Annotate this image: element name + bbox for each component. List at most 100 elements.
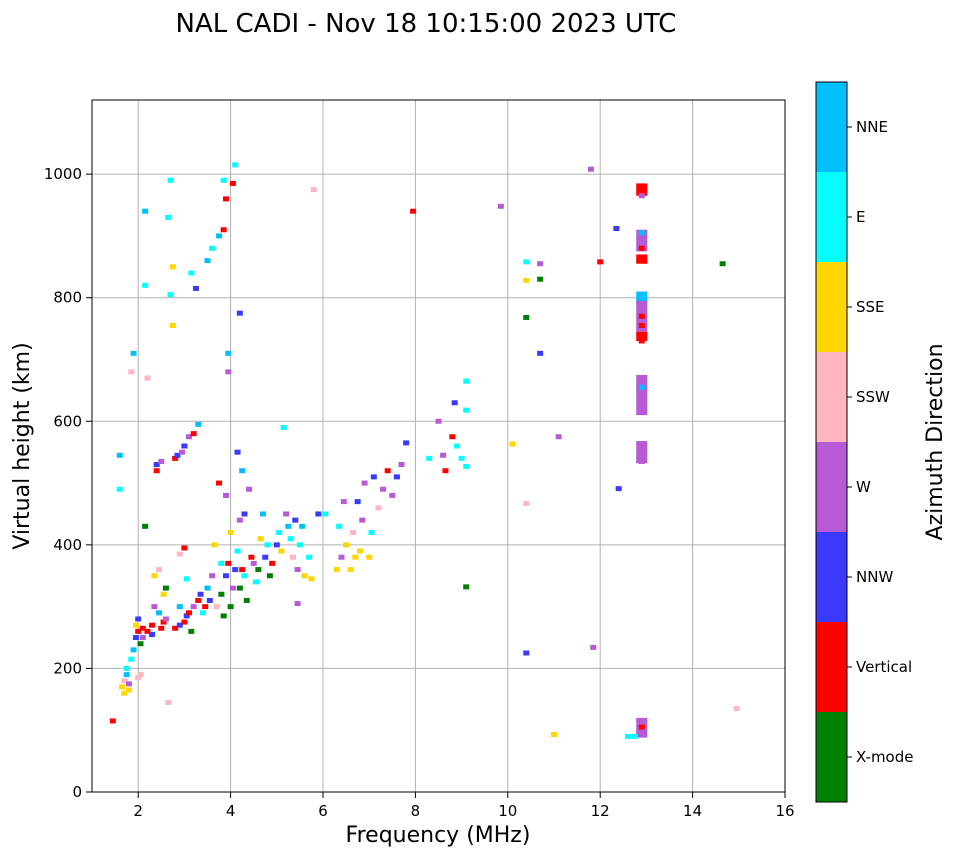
y-tick-label-4: 800: [53, 289, 82, 307]
data-point-168: [458, 455, 465, 461]
data-point-97: [232, 162, 239, 168]
data-point-141: [340, 499, 347, 505]
y-axis-label: Virtual height (km): [10, 342, 35, 549]
data-point-24: [142, 282, 149, 288]
data-point-18: [135, 616, 142, 622]
data-point-3: [119, 684, 126, 690]
data-point-151: [368, 530, 375, 535]
data-point-79: [216, 480, 223, 486]
data-point-102: [236, 310, 243, 316]
data-point-202: [638, 313, 645, 319]
data-point-23: [142, 523, 149, 529]
data-point-206: [638, 375, 645, 381]
data-point-169: [463, 378, 470, 384]
data-point-200: [638, 295, 645, 301]
colorbar-segment-1: [816, 622, 847, 712]
y-tick-label-1: 200: [53, 659, 82, 677]
data-point-105: [241, 573, 248, 579]
data-point-41: [162, 585, 169, 591]
data-point-120: [276, 530, 283, 535]
data-point-39: [160, 591, 167, 597]
data-point-80: [216, 233, 223, 239]
data-point-119: [273, 542, 280, 548]
data-point-192: [719, 261, 726, 267]
data-point-181: [537, 350, 544, 356]
data-point-134: [308, 576, 315, 582]
data-point-198: [638, 245, 645, 251]
data-point-89: [225, 560, 232, 566]
data-point-154: [380, 486, 387, 492]
data-point-71: [202, 604, 209, 610]
data-point-117: [266, 573, 273, 579]
data-point-25: [142, 208, 149, 214]
data-point-108: [246, 486, 253, 492]
data-point-162: [435, 418, 442, 424]
data-point-172: [463, 584, 470, 590]
data-point-62: [188, 628, 195, 634]
data-point-26: [144, 628, 151, 634]
plot-area: 2 4 6 8 10 12 14 16 0 200 400 600 800 1000: [44, 99, 795, 820]
y-tick-label-0: 0: [72, 783, 82, 801]
data-point-100: [236, 585, 243, 591]
data-point-19: [137, 641, 144, 647]
data-point-74: [206, 597, 213, 603]
data-point-68: [195, 421, 202, 427]
data-point-16: [135, 675, 142, 681]
data-point-193: [733, 706, 740, 712]
x-tick-label-2: 6: [318, 802, 328, 820]
data-point-205: [638, 338, 645, 344]
data-point-128: [294, 567, 301, 573]
data-point-215: [638, 730, 645, 736]
data-point-112: [255, 567, 262, 573]
data-point-148: [359, 517, 366, 523]
data-point-101: [236, 517, 243, 523]
data-point-14: [132, 635, 139, 641]
data-point-67: [195, 597, 202, 603]
data-point-132: [301, 573, 308, 579]
data-point-90: [225, 369, 232, 375]
data-point-140: [338, 554, 345, 560]
data-point-147: [356, 548, 363, 554]
colorbar-segment-6: [816, 172, 847, 262]
colorbar-label-7: NNE: [856, 118, 888, 136]
data-point-21: [139, 625, 146, 631]
colorbar-segment-7: [816, 82, 847, 172]
data-point-94: [229, 585, 236, 591]
data-point-191: [631, 733, 638, 739]
data-point-175: [523, 259, 530, 265]
colorbar-label: Azimuth Direction: [923, 343, 948, 540]
data-point-146: [354, 499, 361, 505]
data-point-11: [128, 369, 135, 375]
data-point-135: [310, 187, 317, 193]
data-point-4: [121, 678, 128, 684]
data-point-37: [158, 458, 165, 464]
data-point-30: [151, 604, 158, 610]
data-point-48: [172, 625, 179, 631]
data-point-167: [453, 443, 460, 449]
data-point-33: [153, 462, 160, 468]
y-axis-ticks: 0 200 400 600 800 1000: [44, 165, 92, 801]
data-point-186: [590, 644, 597, 650]
data-point-6: [123, 665, 130, 671]
data-point-40: [162, 616, 169, 622]
data-point-149: [361, 480, 368, 486]
data-point-86: [222, 573, 229, 579]
data-point-64: [190, 604, 197, 610]
data-point-195: [638, 193, 645, 199]
x-tick-label-7: 16: [775, 802, 794, 820]
data-point-157: [393, 474, 400, 480]
data-point-190: [624, 733, 631, 739]
data-point-5: [121, 690, 128, 696]
data-point-156: [389, 492, 396, 498]
data-point-1: [116, 486, 123, 492]
data-point-163: [440, 452, 447, 458]
data-point-208: [638, 394, 645, 400]
plot-frame: [92, 100, 785, 792]
data-marks: [109, 162, 740, 739]
data-point-188: [613, 226, 620, 232]
data-point-59: [183, 576, 190, 582]
data-point-166: [451, 400, 458, 406]
data-point-189: [615, 486, 622, 492]
data-point-133: [306, 554, 313, 560]
data-point-201: [638, 304, 645, 310]
